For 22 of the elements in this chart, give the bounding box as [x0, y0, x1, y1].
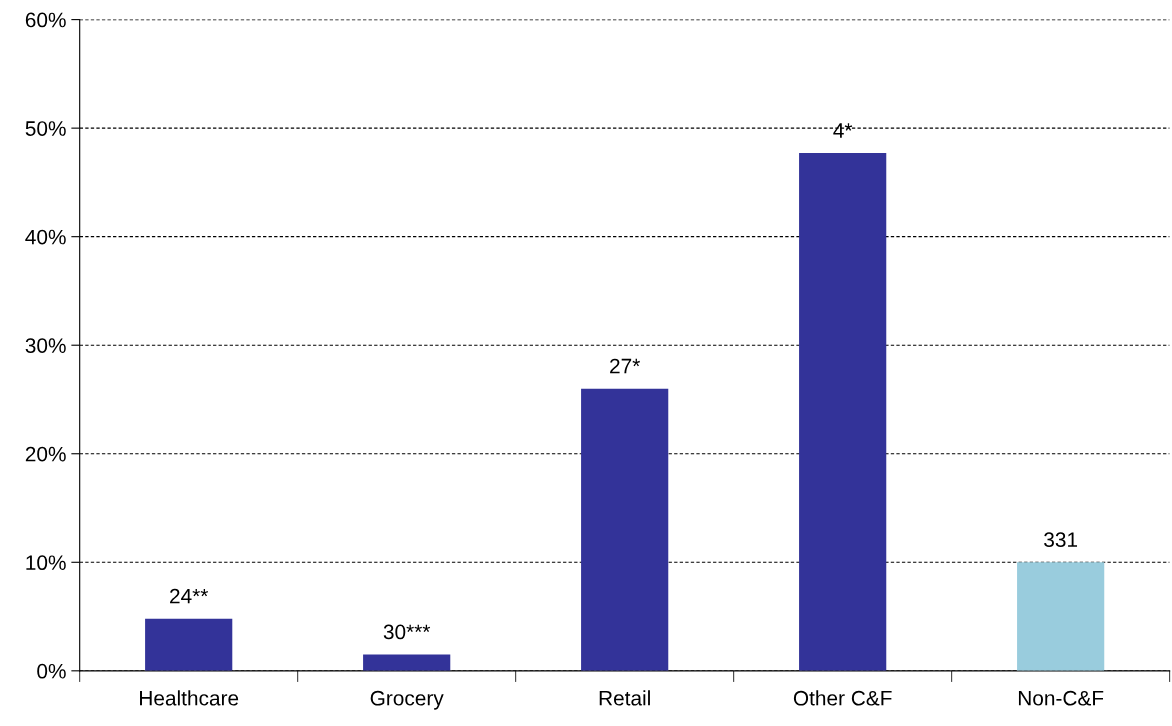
x-tick-label: Retail: [599, 690, 650, 706]
bar: [363, 654, 451, 671]
x-tick-label: Non-C&F: [1018, 690, 1104, 706]
annotation: 331: [1044, 532, 1078, 548]
y-tick-label: 10%: [26, 555, 66, 571]
bar: [799, 153, 887, 671]
y-tick-label: 20%: [25, 446, 66, 462]
x-tick-label: Grocery: [370, 690, 444, 710]
bar: [581, 388, 669, 671]
y-tick-label: 60%: [25, 12, 66, 28]
annotation: 30***: [383, 624, 431, 640]
y-tick-label: 30%: [25, 338, 66, 353]
y-tick-label: 50%: [25, 121, 66, 136]
annotation: 4*: [833, 123, 853, 138]
x-tick-label: Healthcare: [140, 690, 239, 706]
bar: [145, 618, 233, 671]
y-tick-label: 0%: [37, 663, 66, 679]
y-tick-label: 40%: [25, 229, 66, 245]
bar: [1017, 562, 1105, 671]
x-tick-label: Other C&F: [793, 690, 892, 706]
annotation: 24**: [170, 588, 209, 604]
annotation: 27*: [610, 358, 640, 374]
